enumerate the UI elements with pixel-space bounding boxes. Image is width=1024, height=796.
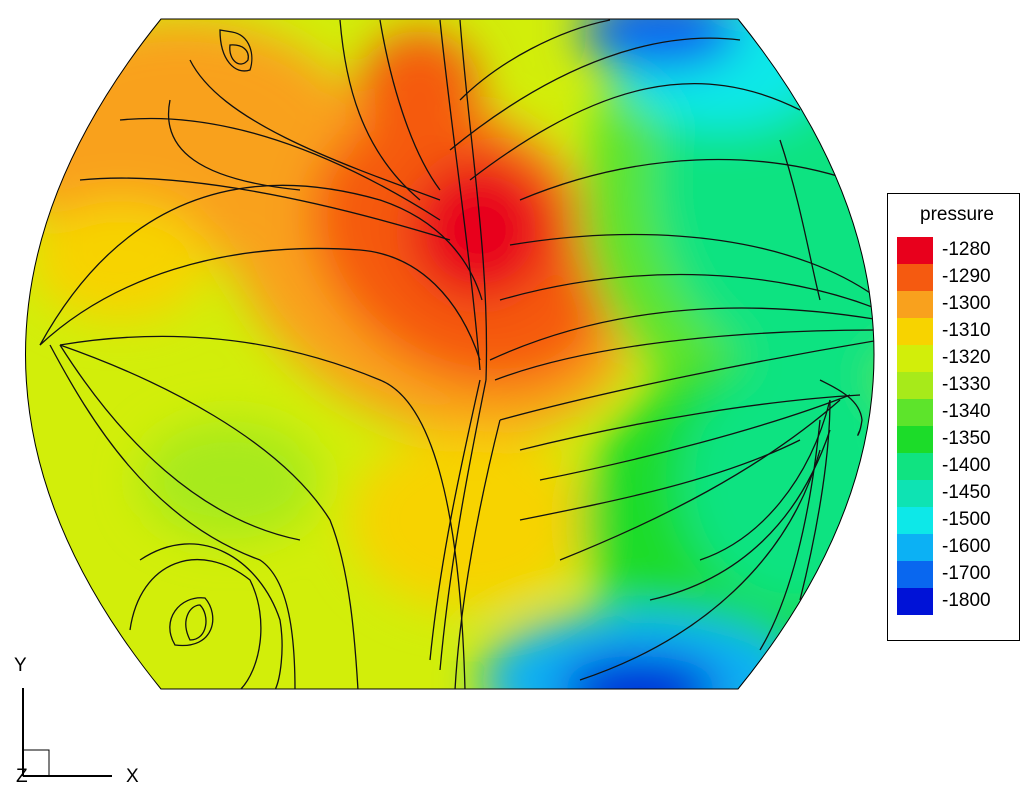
axis-triad — [22, 688, 112, 777]
legend-swatch — [897, 399, 933, 426]
legend-label: -1320 — [942, 347, 991, 368]
legend-entry: -1400 — [897, 453, 1017, 480]
legend-label: -1300 — [942, 293, 991, 314]
legend-label: -1600 — [942, 536, 991, 557]
legend-label: -1450 — [942, 482, 991, 503]
legend-swatch — [897, 588, 933, 615]
legend-label: -1340 — [942, 401, 991, 422]
legend-swatch — [897, 453, 933, 480]
legend-entry: -1340 — [897, 399, 1017, 426]
legend-label: -1700 — [942, 563, 991, 584]
legend-entry: -1280 — [897, 237, 1017, 264]
legend-label: -1800 — [942, 590, 991, 611]
legend-swatch — [897, 561, 933, 588]
legend-swatch — [897, 291, 933, 318]
legend-entry: -1800 — [897, 588, 1017, 615]
legend-swatch — [897, 534, 933, 561]
legend-entry: -1320 — [897, 345, 1017, 372]
legend-entry: -1300 — [897, 291, 1017, 318]
legend-label: -1350 — [942, 428, 991, 449]
legend-entry: -1500 — [897, 507, 1017, 534]
legend-swatch — [897, 372, 933, 399]
legend-entry: -1330 — [897, 372, 1017, 399]
legend-swatch — [897, 480, 933, 507]
legend-label: -1280 — [942, 239, 991, 260]
streamlines — [39, 19, 874, 689]
legend-swatch — [897, 507, 933, 534]
legend-entry: -1350 — [897, 426, 1017, 453]
legend-label: -1310 — [942, 320, 991, 341]
legend-label: -1330 — [942, 374, 991, 395]
legend-swatch — [897, 426, 933, 453]
legend-entry: -1450 — [897, 480, 1017, 507]
x-axis-label: X — [126, 766, 139, 787]
legend-title: pressure — [920, 204, 994, 225]
legend-entry: -1600 — [897, 534, 1017, 561]
z-axis-label: Z — [16, 766, 28, 787]
legend-entry: -1310 — [897, 318, 1017, 345]
legend-swatch — [897, 237, 933, 264]
legend-swatch — [897, 345, 933, 372]
legend-swatch — [897, 318, 933, 345]
legend-swatch — [897, 264, 933, 291]
y-axis-label: Y — [14, 655, 27, 676]
domain-outline — [25, 18, 875, 690]
legend-label: -1290 — [942, 266, 991, 287]
legend-entry: -1700 — [897, 561, 1017, 588]
legend-label: -1500 — [942, 509, 991, 530]
legend-entry: -1290 — [897, 264, 1017, 291]
legend-label: -1400 — [942, 455, 991, 476]
